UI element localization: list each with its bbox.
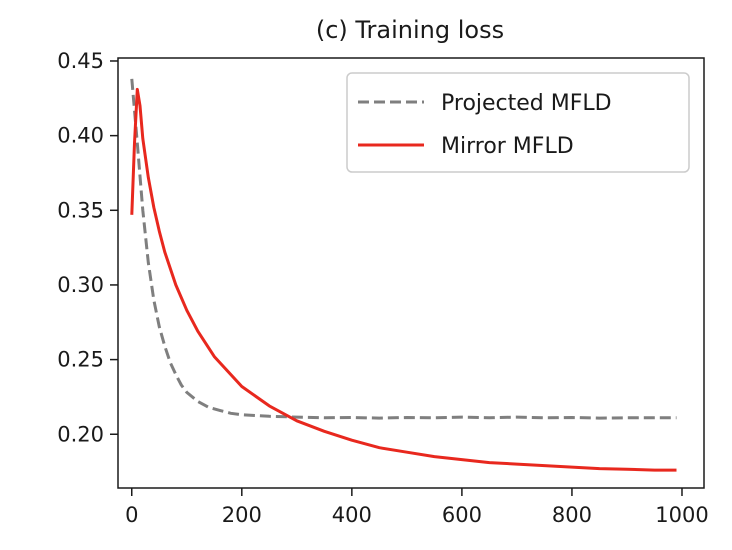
series-line-projected-mfld bbox=[130, 78, 677, 420]
x-tick-label: 800 bbox=[552, 503, 592, 527]
y-tick-label: 0.20 bbox=[57, 422, 104, 446]
x-tick-label: 1000 bbox=[655, 503, 708, 527]
y-tick-label: 0.40 bbox=[57, 124, 104, 148]
x-tick-label: 400 bbox=[332, 503, 372, 527]
y-tick-label: 0.35 bbox=[57, 198, 104, 222]
plot-frame bbox=[117, 57, 705, 489]
x-tick-label: 0 bbox=[125, 503, 138, 527]
series-line-mirror-mfld bbox=[130, 87, 677, 472]
x-tick-label: 200 bbox=[222, 503, 262, 527]
y-tick-label: 0.45 bbox=[57, 49, 104, 73]
axes: 0 200 400 600 800 1000 0.20 0.25 0.30 0.35 0.40 0.4… bbox=[57, 49, 708, 527]
plot-area bbox=[130, 78, 677, 472]
x-tick-label: 600 bbox=[442, 503, 482, 527]
legend: Projected MFLD Mirror MFLD bbox=[346, 72, 690, 173]
legend-label-projected: Projected MFLD bbox=[441, 91, 612, 116]
legend-label-mirror: Mirror MFLD bbox=[441, 134, 574, 159]
y-tick-label: 0.30 bbox=[57, 273, 104, 297]
y-tick-label: 0.25 bbox=[57, 348, 104, 372]
chart-title: (c) Training loss bbox=[316, 16, 504, 44]
legend-box bbox=[346, 72, 690, 173]
